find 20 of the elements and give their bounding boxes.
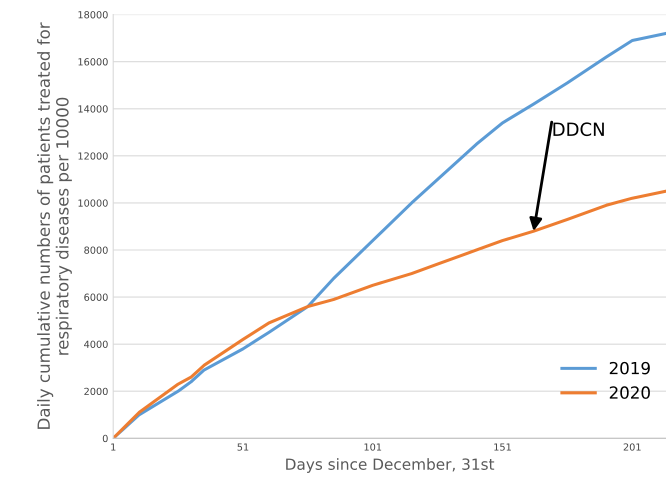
legend-label: 2020	[610, 386, 650, 399]
y-tick-label: 4000	[84, 340, 108, 348]
y-tick-label: 10000	[78, 199, 108, 207]
y-axis-title: Daily cumulative numbers of patients treated for respiratory diseases per 10000	[37, 22, 72, 429]
annotation: DDCN	[553, 122, 604, 136]
x-tick-label: 51	[238, 443, 248, 451]
y-tick-label: 0	[102, 434, 108, 442]
y-tick-label: 16000	[78, 58, 108, 66]
y-tick-label: 2000	[84, 388, 108, 396]
y-tick-label: 14000	[78, 105, 108, 113]
y-tick-label: 18000	[78, 11, 108, 18]
x-tick-label: 1	[111, 443, 116, 451]
y-tick-label: 8000	[84, 246, 108, 254]
x-tick-label: 151	[494, 443, 511, 451]
x-axis-title: Days since December, 31st	[286, 458, 494, 473]
x-tick-label: 101	[364, 443, 382, 451]
legend-label: 2019	[610, 362, 650, 374]
x-tick-label: 201	[624, 443, 641, 451]
y-tick-label: 6000	[84, 294, 108, 301]
y-tick-label: 12000	[78, 152, 108, 160]
